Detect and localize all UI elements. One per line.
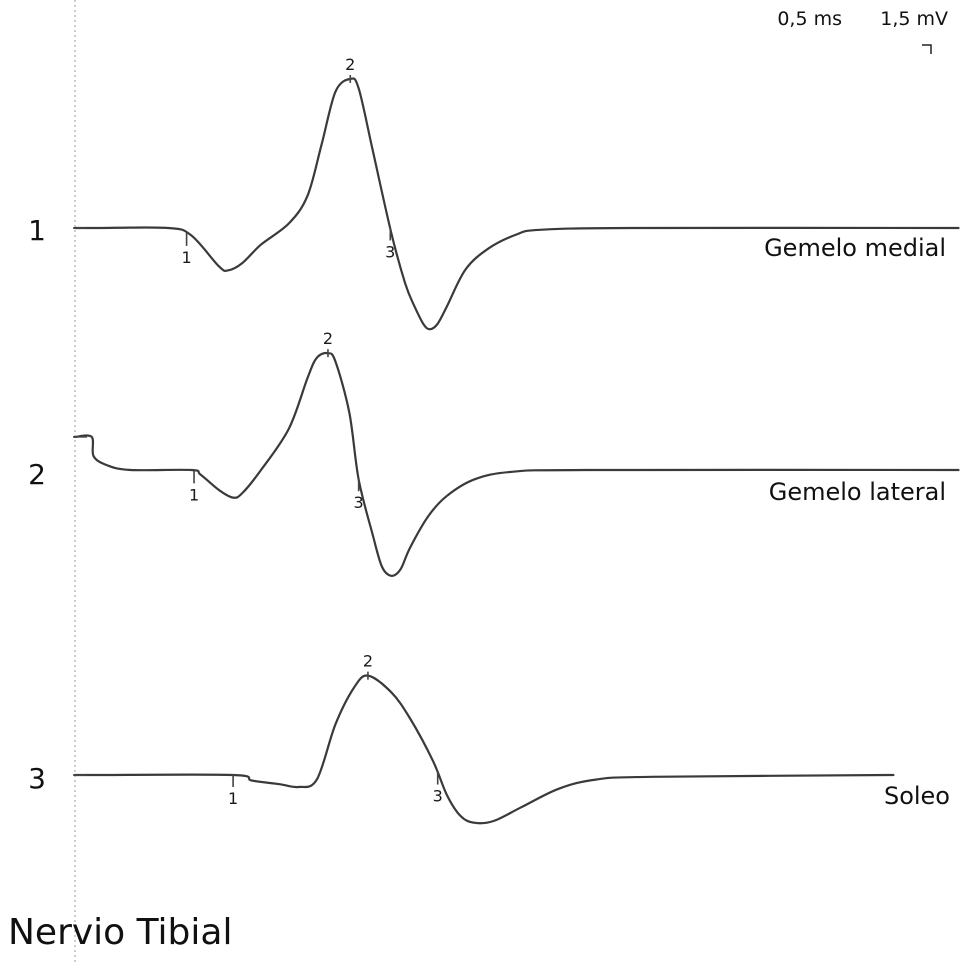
marker-2[interactable]: 2 [345, 55, 355, 83]
channel-number: 2 [28, 458, 46, 491]
marker-label: 3 [433, 787, 443, 806]
channel-number: 1 [28, 214, 46, 247]
channel-name: Soleo [884, 782, 950, 810]
marker-3[interactable]: 3 [433, 771, 443, 806]
marker-3[interactable]: 3 [385, 227, 395, 261]
marker-1[interactable]: 1 [228, 774, 238, 808]
trace-group-3: 3 Soleo 1 2 3 [28, 652, 950, 825]
page-title: Nervio Tibial [8, 912, 233, 953]
marker-label: 2 [363, 652, 373, 671]
channel-name: Gemelo medial [764, 234, 946, 262]
marker-label: 2 [345, 55, 355, 74]
marker-3[interactable]: 3 [354, 478, 364, 512]
marker-label: 1 [189, 485, 199, 504]
marker-1[interactable]: 1 [189, 470, 199, 504]
trace-line-2 [73, 351, 960, 577]
marker-2[interactable]: 2 [363, 652, 373, 680]
marker-label: 3 [385, 242, 395, 261]
trace-line-3 [73, 674, 895, 825]
marker-label: 2 [323, 329, 333, 348]
marker-label: 1 [228, 789, 238, 808]
trace-line-1 [73, 77, 960, 331]
scale-corner-icon [922, 44, 932, 54]
trace-layer: 1 Gemelo medial 1 2 3 2 Gemelo lateral 1 2 3 3 Sole… [28, 55, 960, 825]
amplitude-scale-label: 1,5 mV [880, 8, 948, 30]
marker-2[interactable]: 2 [323, 329, 333, 358]
trace-group-2: 2 Gemelo lateral 1 2 3 [28, 329, 960, 577]
channel-number: 3 [28, 762, 46, 795]
trace-group-1: 1 Gemelo medial 1 2 3 [28, 55, 960, 331]
time-scale-label: 0,5 ms [777, 8, 842, 30]
marker-label: 1 [182, 248, 192, 267]
channel-name: Gemelo lateral [769, 478, 946, 506]
marker-label: 3 [354, 493, 364, 512]
marker-1[interactable]: 1 [182, 232, 192, 267]
